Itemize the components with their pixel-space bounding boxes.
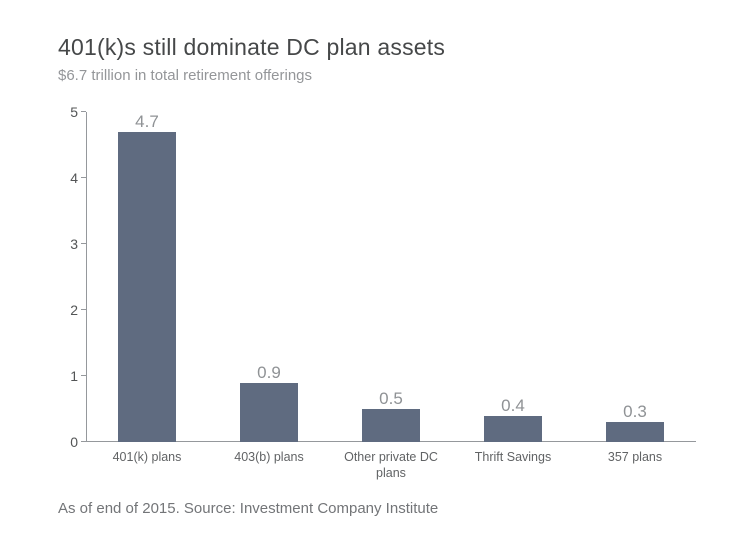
bar-value-label: 0.4 (501, 396, 525, 416)
y-tick-mark (81, 309, 86, 310)
y-tick-mark (81, 111, 86, 112)
y-tick-label: 2 (70, 302, 78, 318)
y-tick-mark (81, 441, 86, 442)
y-tick-label: 5 (70, 104, 78, 120)
plot-area: 4.7 0.9 0.5 0.4 0.3 (86, 112, 696, 442)
x-tick-label: Thrift Savings (458, 450, 568, 466)
y-tick-label: 4 (70, 170, 78, 186)
y-tick-mark (81, 375, 86, 376)
bar-value-label: 0.5 (379, 389, 403, 409)
chart-footnote: As of end of 2015. Source: Investment Co… (58, 500, 698, 517)
chart-subtitle: $6.7 trillion in total retirement offeri… (58, 67, 698, 84)
bars-group: 4.7 0.9 0.5 0.4 0.3 (86, 112, 696, 442)
y-tick-label: 3 (70, 236, 78, 252)
bar-value-label: 0.3 (623, 402, 647, 422)
y-tick-label: 1 (70, 368, 78, 384)
x-tick-label: 401(k) plans (92, 450, 202, 466)
y-tick-label: 0 (70, 434, 78, 450)
bar (240, 383, 298, 442)
chart-area: 012345 4.70.90.50.40.3 401(k) plans403(b… (58, 112, 698, 442)
x-tick-label: 357 plans (580, 450, 690, 466)
bar (362, 409, 420, 442)
bar (606, 422, 664, 442)
chart-title: 401(k)s still dominate DC plan assets (58, 34, 698, 61)
bar (118, 132, 176, 442)
bar-value-label: 0.9 (257, 363, 281, 383)
x-axis-labels: 401(k) plans 403(b) plans Other private DC… (86, 450, 696, 490)
bar-value-label: 4.7 (135, 112, 159, 132)
y-tick-mark (81, 243, 86, 244)
y-tick-mark (81, 177, 86, 178)
y-axis: 012345 (58, 112, 86, 442)
x-tick-label: Other private DC plans (336, 450, 446, 481)
x-tick-label: 403(b) plans (214, 450, 324, 466)
chart-container: 401(k)s still dominate DC plan assets $6… (0, 0, 740, 517)
bar (484, 416, 542, 442)
